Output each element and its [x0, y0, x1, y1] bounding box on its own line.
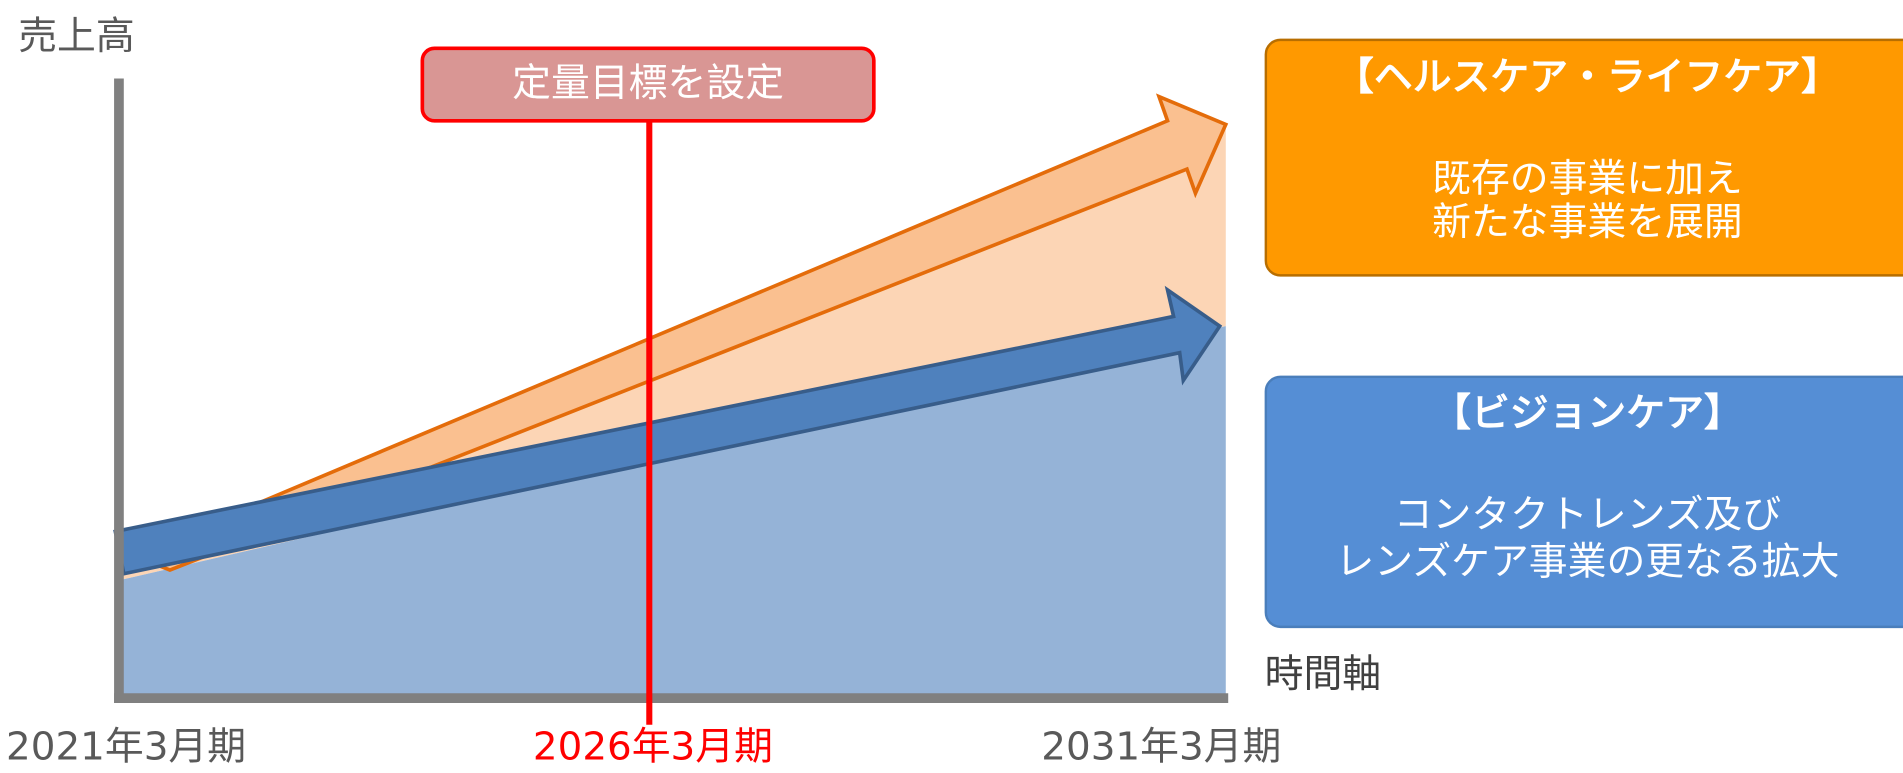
- target-box: [420, 46, 876, 123]
- segment-title: 【ビジョンケア】: [1432, 391, 1743, 436]
- y-axis-label: 売上高: [18, 14, 134, 59]
- timeline-label: 2021年3月期: [6, 724, 246, 769]
- healthcare-box: [1264, 38, 1903, 277]
- x-axis-label: 時間軸: [1265, 652, 1381, 697]
- segment-text: レンズケア事業の更なる拡大: [1335, 540, 1839, 585]
- timeline-label: 2031年3月期: [1041, 724, 1281, 769]
- visioncare-area: [121, 326, 1226, 696]
- segment-text: 既存の事業に加え: [1432, 157, 1743, 202]
- target-label: 定量目標を設定: [512, 61, 784, 106]
- timeline-label: 2026年3月期: [533, 724, 773, 769]
- visioncare-arrow: [113, 285, 1223, 576]
- visioncare-box: [1264, 375, 1903, 629]
- segment-title: 【ヘルスケア・ライフケア】: [1335, 55, 1840, 100]
- segment-text: 新たな事業を展開: [1432, 200, 1743, 245]
- segment-text: コンタクトレンズ及び: [1394, 493, 1782, 538]
